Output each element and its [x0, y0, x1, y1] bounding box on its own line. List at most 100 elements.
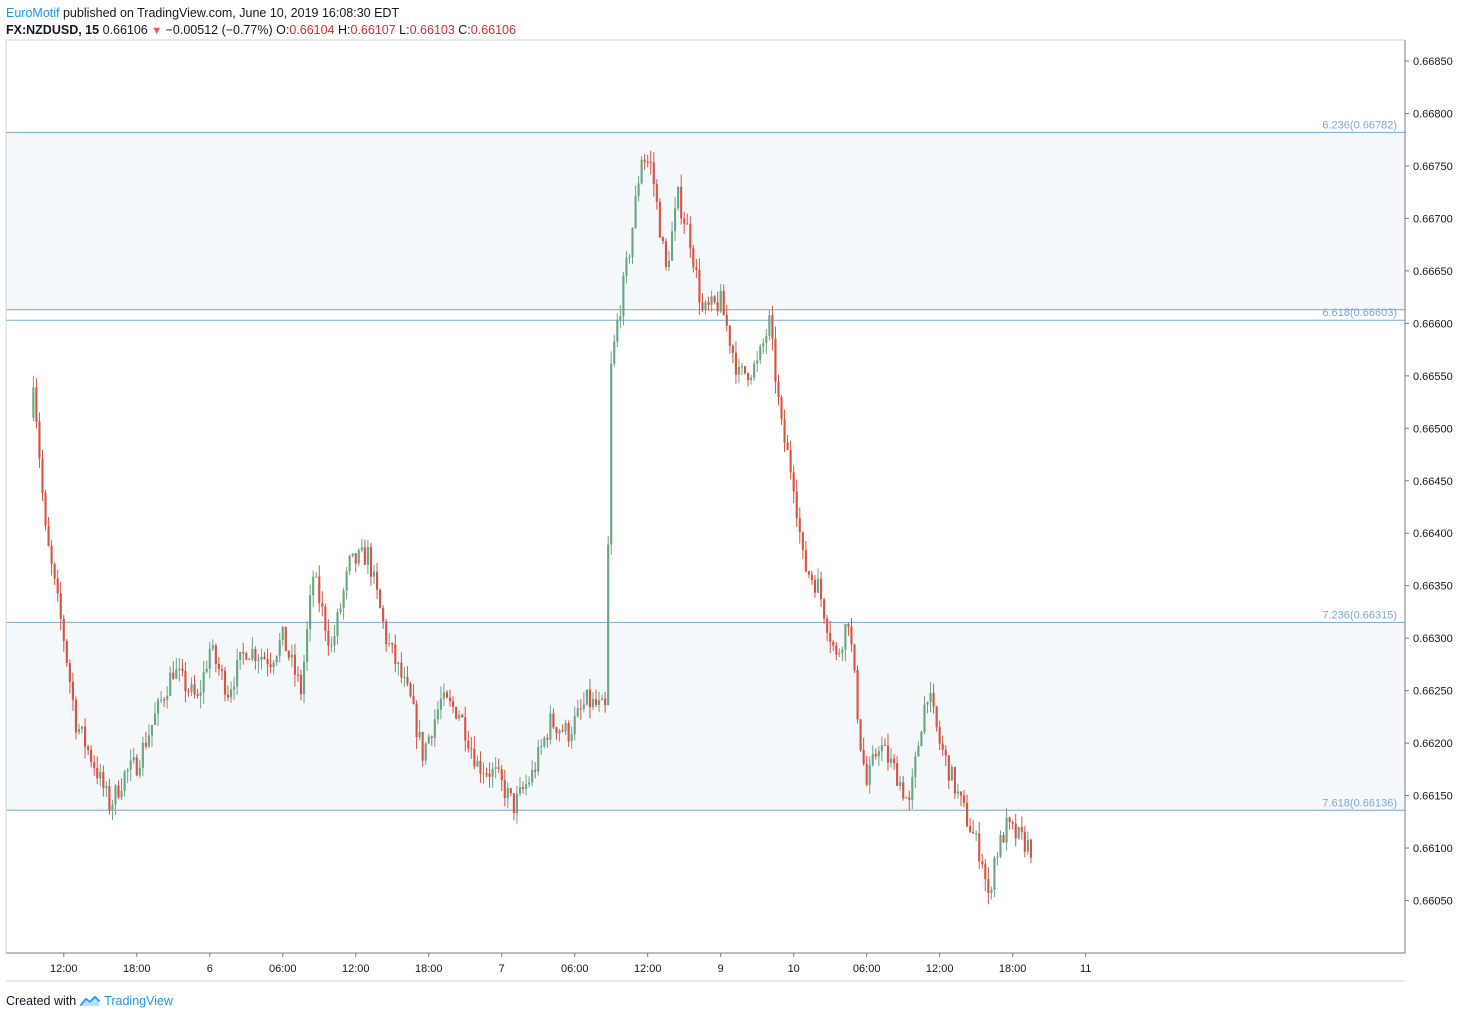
- candle-body-104: [348, 555, 351, 572]
- candle-body-86: [293, 654, 296, 675]
- candle-body-59: [211, 645, 214, 649]
- time-tick-label-11: 06:00: [853, 963, 881, 975]
- candle-body-109: [363, 547, 366, 565]
- candle-body-142: [464, 717, 467, 741]
- candle-body-236: [750, 377, 753, 381]
- candle-body-8: [56, 578, 59, 594]
- time-tick-label-3: 06:00: [269, 963, 297, 975]
- candle-body-208: [664, 241, 668, 268]
- candle-body-74: [257, 659, 260, 662]
- candle-body-37: [144, 742, 147, 747]
- candle-body-187: [601, 698, 604, 701]
- tradingview-brand[interactable]: TradingView: [104, 994, 173, 1008]
- candle-body-247: [783, 419, 786, 443]
- candle-body-227: [722, 290, 725, 316]
- candle-body-316: [993, 857, 996, 890]
- candle-body-284: [896, 763, 899, 786]
- candle-body-206: [658, 201, 661, 238]
- candle-body-146: [476, 760, 479, 767]
- candle-body-177: [570, 734, 573, 742]
- candle-body-152: [494, 767, 497, 769]
- candle-body-130: [427, 736, 430, 744]
- candle-body-60: [214, 645, 217, 664]
- candle-body-250: [792, 472, 795, 492]
- candle-body-273: [862, 749, 865, 764]
- candle-body-300: [944, 749, 947, 756]
- fib-label-0: 6.236(0.66782): [1322, 119, 1397, 131]
- high-label: H:: [338, 23, 351, 37]
- candle-body-296: [932, 692, 935, 707]
- symbol-label[interactable]: FX:NZDUSD, 15: [6, 23, 100, 37]
- candle-body-231: [734, 352, 737, 375]
- candle-body-77: [266, 658, 269, 665]
- time-tick-label-4: 12:00: [342, 963, 370, 975]
- price-change: −0.00512 (−0.77%): [165, 23, 273, 37]
- candle-body-249: [789, 450, 792, 473]
- candle-body-292: [920, 731, 923, 747]
- candle-body-322: [1011, 821, 1014, 824]
- candle-body-238: [756, 360, 759, 364]
- candle-body-271: [856, 669, 859, 720]
- candle-body-240: [762, 343, 765, 347]
- candle-body-1: [35, 387, 38, 422]
- candle-body-25: [108, 786, 111, 811]
- candle-body-268: [847, 624, 850, 627]
- candle-body-260: [823, 599, 826, 619]
- candle-body-168: [543, 737, 546, 747]
- candle-body-198: [634, 196, 637, 228]
- price-tick-label-6: 0.66550: [1413, 371, 1453, 383]
- candle-body-263: [832, 641, 835, 646]
- candle-body-89: [302, 661, 306, 695]
- open-label: O:: [276, 23, 290, 37]
- candle-body-243: [771, 315, 774, 339]
- candle-body-31: [126, 769, 129, 772]
- author-link[interactable]: EuroMotif: [6, 6, 60, 20]
- candle-body-259: [820, 578, 823, 600]
- candle-body-241: [765, 335, 768, 344]
- candle-body-18: [87, 746, 90, 750]
- candle-body-14: [74, 699, 78, 733]
- candle-body-57: [205, 668, 208, 672]
- price-tick-label-4: 0.66650: [1413, 266, 1453, 278]
- candle-body-253: [801, 532, 804, 550]
- candle-body-270: [853, 644, 856, 670]
- candle-body-23: [102, 771, 105, 788]
- candle-body-92: [312, 576, 315, 596]
- candle-body-267: [844, 624, 847, 650]
- candle-body-139: [455, 707, 458, 719]
- candle-body-252: [798, 518, 801, 533]
- candle-body-160: [518, 787, 522, 794]
- candle-body-97: [327, 630, 330, 646]
- candle-body-15: [77, 728, 81, 733]
- candle-body-120: [397, 662, 400, 664]
- candle-body-33: [132, 757, 135, 761]
- candle-body-38: [147, 735, 151, 747]
- candle-body-248: [786, 442, 789, 451]
- candle-body-242: [768, 315, 771, 336]
- candle-body-94: [318, 576, 321, 604]
- candle-body-155: [503, 780, 506, 799]
- candle-body-102: [342, 590, 345, 609]
- candle-body-128: [421, 731, 424, 761]
- candle-body-53: [193, 684, 196, 695]
- candle-body-323: [1014, 823, 1017, 839]
- candle-body-82: [281, 626, 284, 641]
- candle-body-131: [430, 736, 433, 738]
- candle-body-217: [692, 248, 695, 268]
- candle-body-167: [540, 746, 543, 748]
- candle-body-246: [780, 397, 783, 420]
- candle-body-3: [41, 458, 44, 493]
- candle-body-280: [883, 745, 887, 747]
- candle-body-7: [53, 563, 56, 579]
- candle-body-76: [263, 657, 266, 659]
- candle-body-56: [202, 671, 205, 693]
- price-tick-label-12: 0.66250: [1413, 686, 1453, 698]
- open-value: 0.66104: [289, 23, 335, 37]
- candle-body-221: [704, 302, 707, 311]
- candle-body-49: [181, 668, 184, 671]
- candle-body-145: [473, 748, 476, 767]
- candle-body-103: [345, 571, 348, 591]
- candle-body-133: [436, 709, 439, 720]
- candle-body-209: [667, 260, 671, 268]
